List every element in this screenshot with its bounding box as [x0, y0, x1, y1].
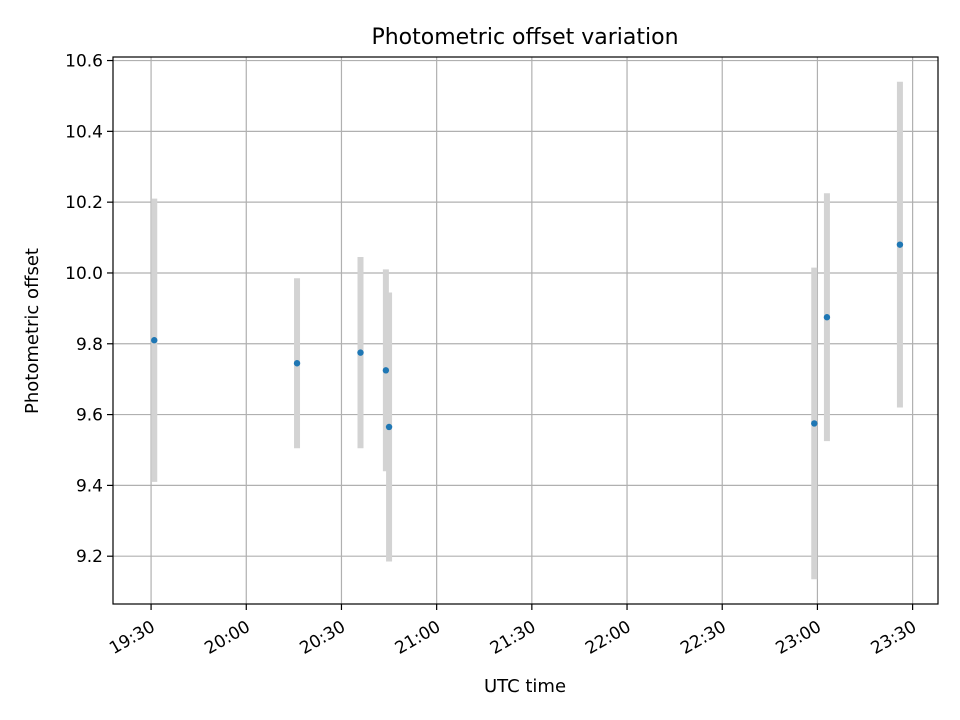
data-points — [151, 241, 904, 431]
data-point — [811, 420, 818, 427]
y-tick-label: 10.0 — [65, 264, 103, 284]
y-tick-label: 10.2 — [65, 193, 103, 213]
data-point — [382, 367, 390, 374]
grid — [113, 57, 938, 604]
y-tick-label: 9.4 — [76, 476, 103, 496]
data-point — [357, 349, 364, 356]
data-point — [293, 360, 301, 367]
data-point — [385, 423, 393, 431]
plot-frame — [112, 56, 939, 605]
chart-title: Photometric offset variation — [371, 25, 678, 50]
x-axis-label: UTC time — [484, 676, 566, 697]
y-tick-label: 10.6 — [65, 52, 103, 72]
data-point — [823, 314, 831, 321]
y-axis-label: Photometric offset — [22, 248, 43, 414]
y-tick-label: 9.2 — [76, 547, 103, 567]
y-tick-label: 10.4 — [65, 122, 103, 142]
data-point — [896, 241, 904, 248]
data-point — [151, 337, 158, 344]
y-axis: 9.2 9.4 9.6 9.8 10.0 10.2 10.4 10.6 — [65, 52, 113, 567]
y-tick-label: 9.6 — [76, 406, 103, 426]
y-tick-label: 9.8 — [76, 335, 103, 355]
